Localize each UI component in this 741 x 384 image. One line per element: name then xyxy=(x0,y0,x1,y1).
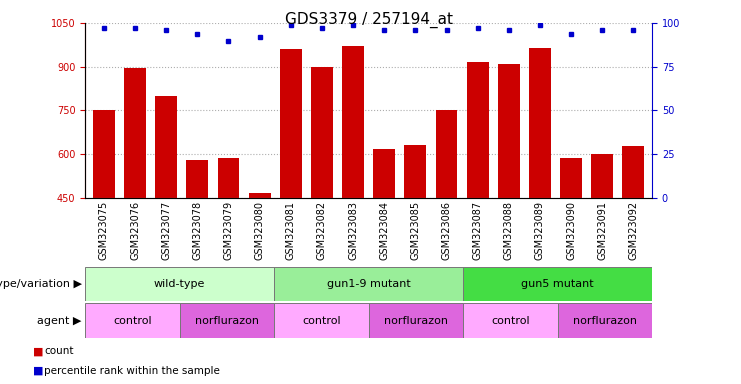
Text: norflurazon: norflurazon xyxy=(195,316,259,326)
Bar xyxy=(187,161,208,198)
Text: ■: ■ xyxy=(33,366,44,376)
Bar xyxy=(311,67,333,198)
Bar xyxy=(124,68,146,198)
Bar xyxy=(93,111,115,198)
Text: norflurazon: norflurazon xyxy=(384,316,448,326)
Text: percentile rank within the sample: percentile rank within the sample xyxy=(44,366,220,376)
Text: norflurazon: norflurazon xyxy=(573,316,637,326)
Bar xyxy=(529,48,551,198)
Bar xyxy=(85,303,179,338)
Bar xyxy=(557,303,652,338)
Bar xyxy=(274,267,463,301)
Bar xyxy=(591,154,613,198)
Text: control: control xyxy=(491,316,530,326)
Bar xyxy=(342,46,364,198)
Bar xyxy=(280,49,302,198)
Text: gun5 mutant: gun5 mutant xyxy=(521,279,594,289)
Bar xyxy=(436,111,457,198)
Bar xyxy=(218,159,239,198)
Bar xyxy=(373,149,395,198)
Bar xyxy=(463,267,652,301)
Bar xyxy=(467,62,488,198)
Text: ■: ■ xyxy=(33,346,44,356)
Bar xyxy=(274,303,369,338)
Bar xyxy=(179,303,274,338)
Text: count: count xyxy=(44,346,74,356)
Text: GDS3379 / 257194_at: GDS3379 / 257194_at xyxy=(285,12,453,28)
Text: control: control xyxy=(302,316,341,326)
Text: control: control xyxy=(113,316,152,326)
Bar xyxy=(622,146,644,198)
Bar xyxy=(368,303,463,338)
Bar xyxy=(498,64,519,198)
Bar xyxy=(560,157,582,198)
Bar xyxy=(249,192,270,198)
Text: gun1-9 mutant: gun1-9 mutant xyxy=(327,279,411,289)
Bar xyxy=(156,96,177,198)
Text: genotype/variation ▶: genotype/variation ▶ xyxy=(0,279,82,289)
Text: wild-type: wild-type xyxy=(154,279,205,289)
Text: agent ▶: agent ▶ xyxy=(37,316,82,326)
Bar xyxy=(463,303,557,338)
Bar xyxy=(405,145,426,198)
Bar xyxy=(85,267,274,301)
